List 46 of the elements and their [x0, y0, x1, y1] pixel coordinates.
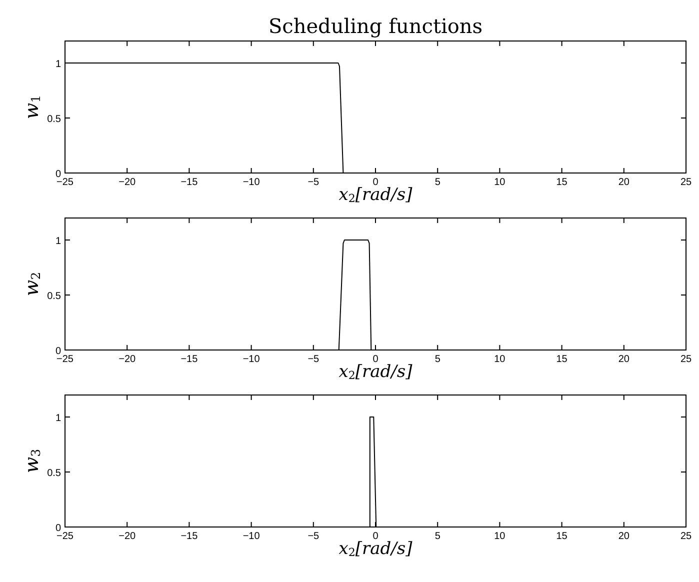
x-tick-label: 10 — [494, 177, 506, 188]
x-tick-label: 0 — [372, 177, 379, 188]
x-tick-label: 15 — [556, 354, 568, 365]
x-tick-label: −25 — [56, 354, 74, 365]
x-tick-label: 0 — [372, 354, 379, 365]
chart-title: Scheduling functions — [268, 14, 483, 38]
y-tick-label: 1 — [55, 236, 62, 247]
x-tick-label: −5 — [308, 531, 320, 542]
x-tick-label: 20 — [618, 354, 630, 365]
x-axis-title: x$_{2}$[rad/s] — [338, 185, 413, 205]
x-tick-label: −5 — [308, 354, 320, 365]
x-tick-label: −15 — [180, 177, 198, 188]
x-tick-label: 15 — [556, 531, 568, 542]
y-tick-label: 0 — [55, 169, 62, 180]
x-tick-label: 25 — [680, 354, 692, 365]
x-tick-label: 5 — [434, 531, 441, 542]
x-tick-label: 15 — [556, 177, 568, 188]
x-tick-label: −10 — [242, 354, 260, 365]
x-tick-label: −15 — [180, 354, 198, 365]
y-tick-label: 0.5 — [47, 114, 62, 125]
x-tick-label: −25 — [56, 531, 74, 542]
y-tick-label: 0 — [55, 346, 62, 357]
x-tick-label: −10 — [242, 531, 260, 542]
y-tick-label: 0.5 — [47, 291, 62, 302]
x-tick-label: −20 — [118, 177, 136, 188]
x-tick-label: 0 — [372, 531, 379, 542]
y-tick-label: 0 — [55, 523, 62, 534]
x-axis-title: x$_{2}$[rad/s] — [338, 362, 413, 382]
x-tick-label: 5 — [434, 354, 441, 365]
y-tick-label: 1 — [55, 413, 62, 424]
y-tick-label: 0.5 — [47, 468, 62, 479]
x-tick-label: −15 — [180, 531, 198, 542]
y-tick-label: 1 — [55, 59, 62, 70]
x-tick-label: 20 — [618, 531, 630, 542]
x-tick-label: 25 — [680, 531, 692, 542]
x-tick-label: 20 — [618, 177, 630, 188]
x-tick-label: −25 — [56, 177, 74, 188]
x-axis-title: x$_{2}$[rad/s] — [338, 539, 413, 559]
x-tick-label: −20 — [118, 531, 136, 542]
x-tick-label: −10 — [242, 177, 260, 188]
x-tick-label: −20 — [118, 354, 136, 365]
x-tick-label: −5 — [308, 177, 320, 188]
x-tick-label: 5 — [434, 177, 441, 188]
x-tick-label: 25 — [680, 177, 692, 188]
x-tick-label: 10 — [494, 531, 506, 542]
x-tick-label: 10 — [494, 354, 506, 365]
